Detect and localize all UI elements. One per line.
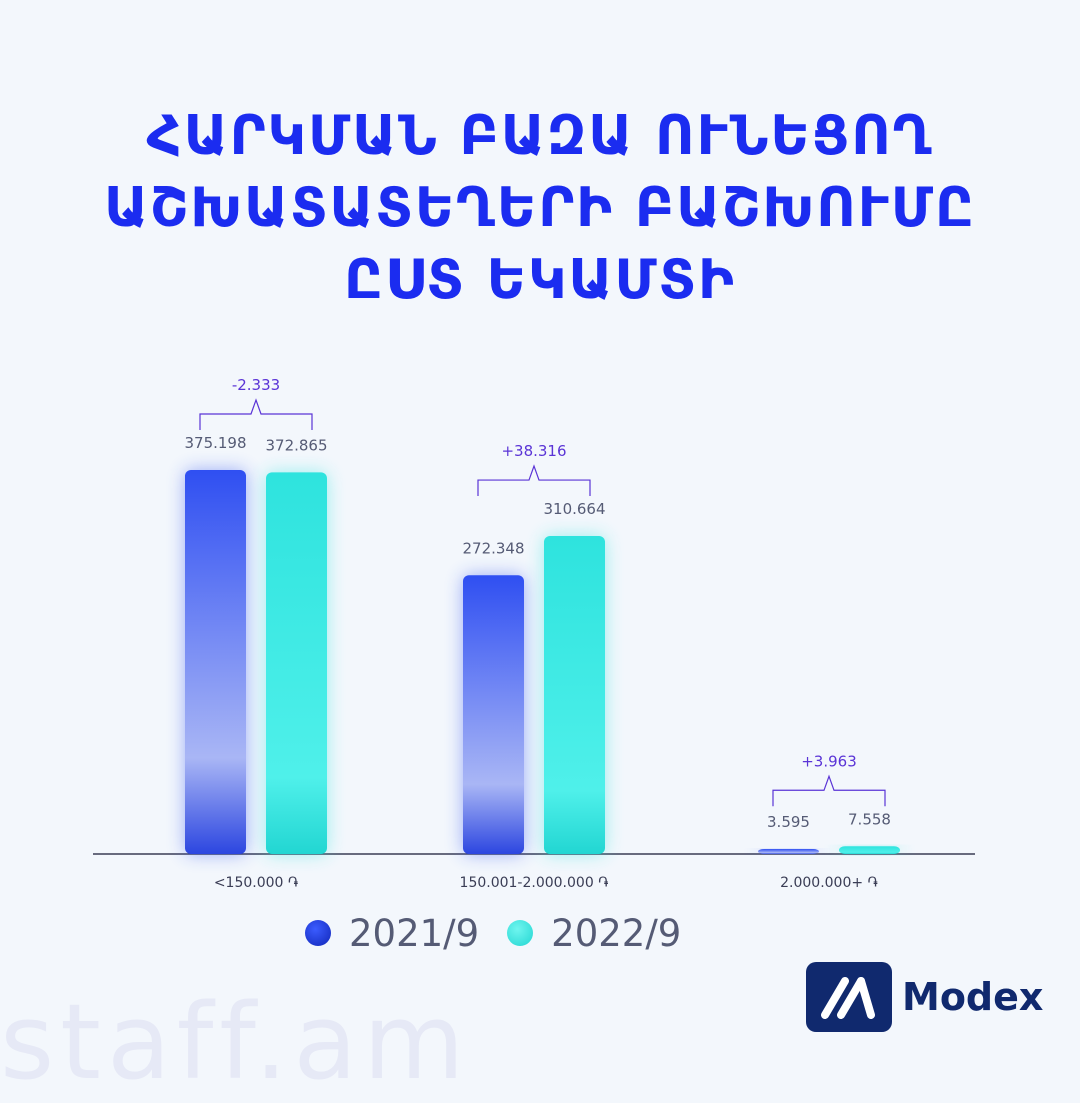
bar-2021-9 [185, 470, 246, 854]
bar-chart: 375.198 372.865 -2.333 <150.000 ֏ 272.348 310… [93, 376, 975, 891]
modex-logo-text: Modex [902, 975, 1044, 1019]
difference-bracket [772, 774, 886, 807]
bar-value-label: 272.348 [462, 539, 524, 557]
x-tick-label: 2.000.000+ ֏ [780, 875, 878, 891]
bar-2021-9 [758, 849, 819, 854]
x-tick-label: <150.000 ֏ [214, 875, 298, 891]
legend: 2021/9 2022/9 [305, 906, 709, 960]
legend-dot-2022 [507, 920, 534, 946]
title-line: ԱՇԽԱՏԱՏԵՂԵՐԻ ԲԱՇԽՈՒՄԸ [104, 176, 976, 239]
legend-label-2022: 2022/9 [551, 911, 682, 955]
bar-value-label: 375.198 [184, 434, 246, 452]
title-line: ՀԱՐԿՄԱՆ ԲԱԶԱ ՈՒՆԵՑՈՂ [146, 104, 934, 167]
legend-label-2021: 2021/9 [349, 911, 480, 955]
bar-2022-9 [839, 846, 900, 854]
modex-slash-icon [806, 962, 892, 1032]
bar-value-label: 310.664 [543, 500, 605, 518]
difference-bracket [477, 464, 591, 497]
difference-label: +3.963 [801, 752, 857, 770]
watermark: staff.am [0, 981, 471, 1103]
x-tick-label: 150.001-2.000.000 ֏ [460, 875, 609, 891]
bar-2021-9 [463, 575, 524, 854]
difference-label: -2.333 [232, 376, 280, 394]
legend-dot-2021 [305, 920, 331, 946]
bar-value-label: 7.558 [848, 810, 891, 828]
difference-label: +38.316 [501, 442, 566, 460]
legend-item-2022: 2022/9 [507, 912, 681, 955]
bar-value-label: 3.595 [767, 813, 810, 831]
bar-2022-9 [266, 472, 327, 854]
modex-logo: Modex [806, 962, 1043, 1032]
bar-value-label: 372.865 [265, 436, 327, 454]
difference-bracket [199, 398, 313, 430]
title-line: ԸՍՏ ԵԿԱՄՏԻ [344, 248, 736, 311]
chart-title: ՀԱՐԿՄԱՆ ԲԱԶԱ ՈՒՆԵՑՈՂ ԱՇԽԱՏԱՏԵՂԵՐԻ ԲԱՇԽՈՒ… [0, 100, 1080, 316]
legend-item-2021: 2021/9 [305, 912, 479, 955]
bar-2022-9 [544, 536, 605, 854]
